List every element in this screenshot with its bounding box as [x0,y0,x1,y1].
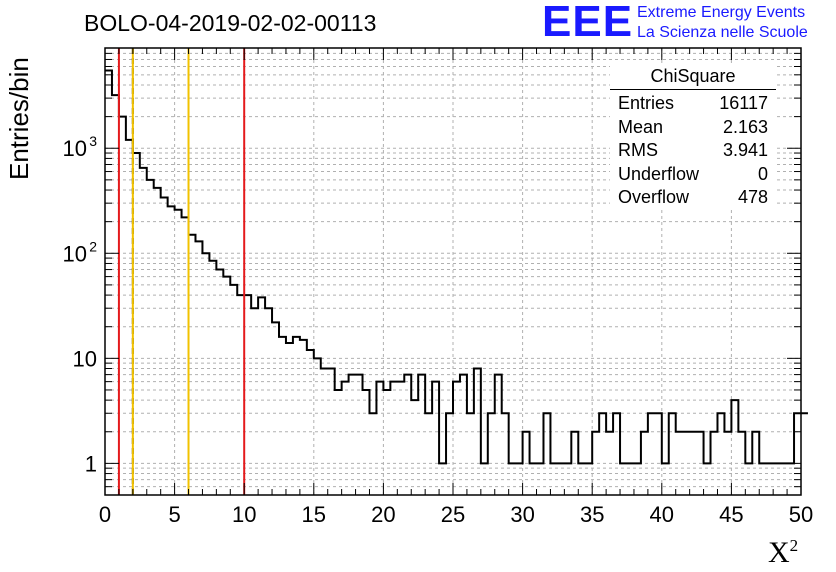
x-tick-label: 15 [302,502,326,527]
x-tick-label: 0 [99,502,111,527]
x-tick-label: 40 [650,502,674,527]
stats-box-title: ChiSquare [610,66,776,90]
y-tick-exponent: 2 [89,238,97,254]
x-tick-label: 50 [789,502,813,527]
logo-text-line-1: Extreme Energy Events [637,4,806,21]
chart-title: BOLO-04-2019-02-02-00113 [84,10,377,36]
x-tick-label: 20 [371,502,395,527]
eee-logo: EEE [542,0,634,46]
stats-row-underflow: Underflow 0 [618,163,768,184]
x-axis-label: X2 [768,536,799,569]
y-tick-exponent: 3 [89,133,97,149]
histogram-series [105,69,808,465]
x-tick-label: 25 [441,502,465,527]
y-tick-label: 10 [63,241,87,266]
stats-box: ChiSquare Entries 16117 Mean 2.163 RMS 3.94… [610,66,776,210]
stats-row-rms: RMS 3.941 [618,140,768,160]
x-tick-label: 10 [232,502,256,527]
y-tick-label: 1 [85,451,97,476]
x-tick-label: 5 [168,502,180,527]
stats-row-overflow: Overflow 478 [618,187,768,207]
y-axis-label: Entries/bin [4,57,34,180]
x-tick-label: 35 [580,502,604,527]
stats-row-mean: Mean 2.163 [618,116,768,137]
y-tick-label: 10 [73,346,97,371]
x-tick-label: 45 [719,502,743,527]
y-tick-label: 10 [63,136,87,161]
stats-row-entries: Entries 16117 [618,93,768,113]
x-tick-label: 30 [510,502,534,527]
logo-text-line-2: La Scienza nelle Scuole [637,24,808,41]
